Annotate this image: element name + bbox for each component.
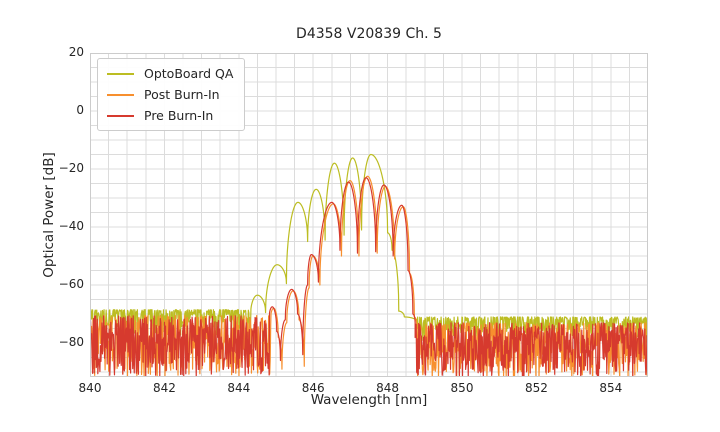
y-tick-label: −80 (58, 335, 84, 350)
plot-area: OptoBoard QA Post Burn-In Pre Burn-In (90, 53, 648, 377)
x-tick-label: 854 (599, 381, 623, 395)
legend-line-sample (107, 114, 134, 117)
y-tick-label: −60 (58, 277, 84, 292)
legend-label: OptoBoard QA (144, 66, 234, 81)
y-tick-label: −40 (58, 219, 84, 234)
x-tick-label: 846 (301, 381, 325, 395)
x-tick-label: 852 (524, 381, 548, 395)
y-tick-label: 20 (68, 45, 84, 59)
x-tick-label: 848 (376, 381, 400, 395)
legend-item: Post Burn-In (107, 84, 233, 105)
series-optoboard-qa (90, 153, 648, 344)
x-tick-label: 840 (78, 381, 102, 395)
x-tick-label: 842 (152, 381, 176, 395)
y-tick-label: −20 (58, 161, 84, 176)
y-tick-label: 0 (76, 103, 84, 117)
x-tick-label: 850 (450, 381, 474, 395)
legend-line-sample (107, 72, 134, 75)
x-tick-label: 844 (227, 381, 251, 395)
legend-item: OptoBoard QA (107, 63, 233, 84)
x-axis-label: Wavelength [nm] (310, 392, 428, 408)
legend: OptoBoard QA Post Burn-In Pre Burn-In (97, 58, 246, 131)
legend-label: Post Burn-In (144, 87, 220, 102)
legend-line-sample (107, 93, 134, 96)
legend-item: Pre Burn-In (107, 105, 233, 126)
legend-label: Pre Burn-In (144, 108, 214, 123)
chart-title: D4358 V20839 Ch. 5 (296, 26, 442, 42)
